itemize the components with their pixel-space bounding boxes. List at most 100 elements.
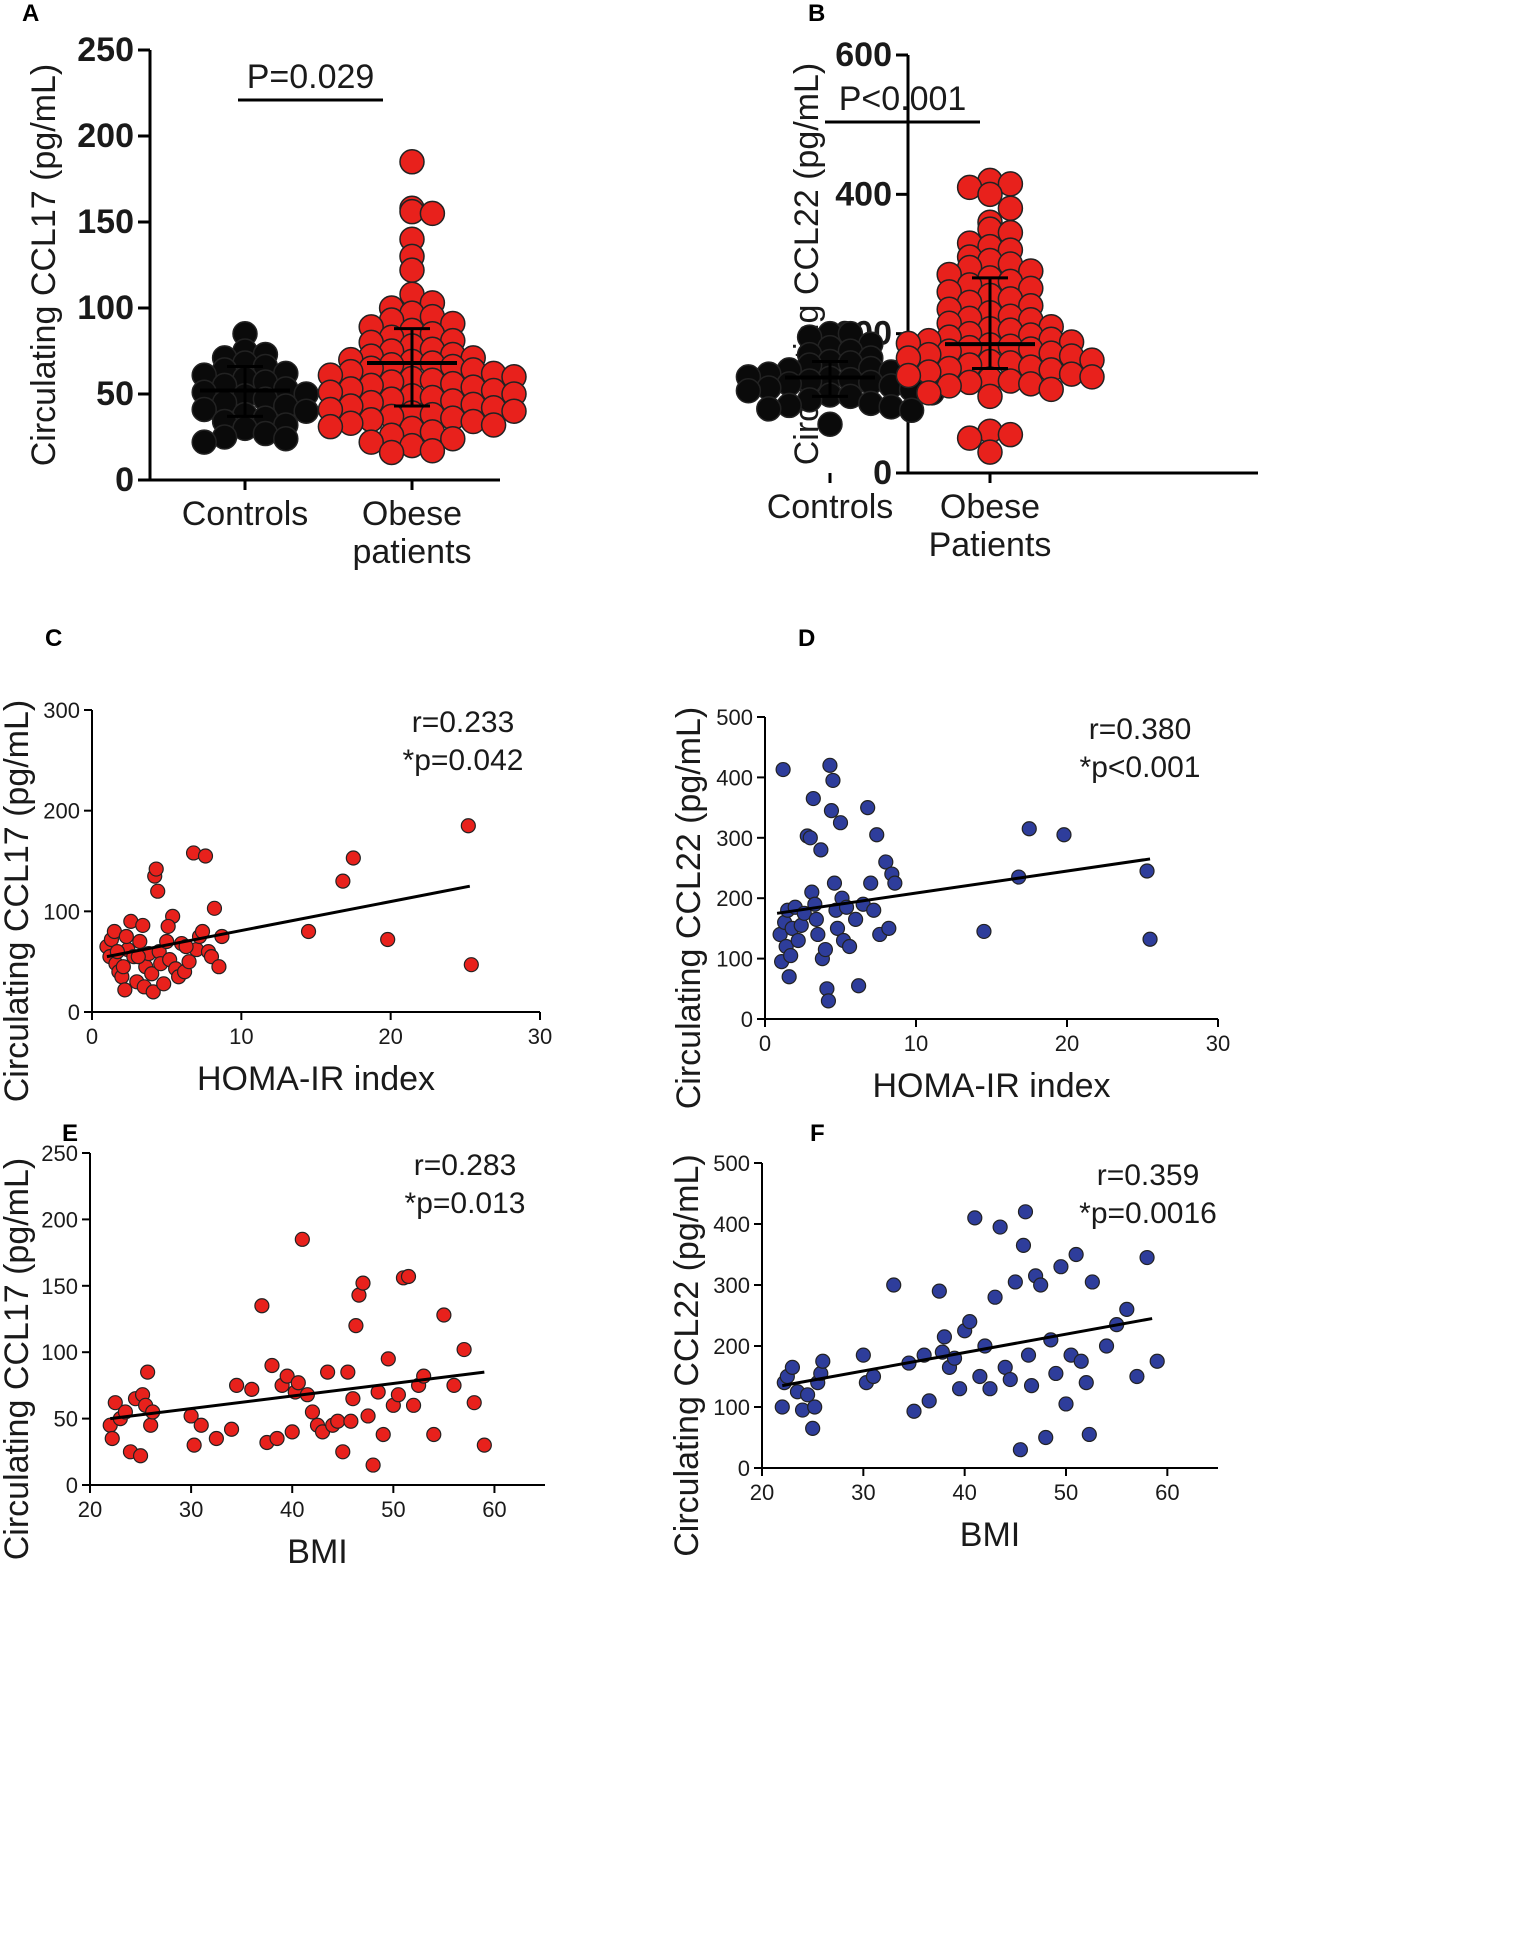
data-point <box>463 957 479 973</box>
data-point <box>802 830 818 846</box>
y-tick-label: 200 <box>41 1207 78 1232</box>
data-point <box>886 1277 902 1293</box>
data-point <box>1002 1371 1018 1388</box>
y-tick-label: 200 <box>713 1334 750 1359</box>
data-point <box>1149 1353 1165 1369</box>
y-tick-label: 150 <box>77 203 134 241</box>
data-point <box>906 1403 922 1419</box>
p-value-label: P=0.029 <box>247 58 375 96</box>
y-tick-label: 100 <box>716 947 753 972</box>
data-point <box>805 1420 821 1436</box>
data-point <box>952 1381 968 1397</box>
data-point <box>987 1289 1003 1305</box>
data-point <box>895 362 922 389</box>
panel-d: D 0 100 200 300 400 500 0 10 20 30 HOMA-IR index Ci… <box>670 625 1536 1109</box>
y-tick-label: 250 <box>41 1141 78 1166</box>
data-point <box>1023 1378 1040 1394</box>
data-point <box>203 949 220 965</box>
data-point <box>866 902 882 918</box>
data-point <box>317 413 344 440</box>
data-point <box>1038 376 1064 403</box>
x-axis-label: BMI <box>287 1533 347 1571</box>
data-point <box>1056 827 1072 843</box>
data-point <box>1033 1277 1049 1293</box>
data-point <box>399 149 425 175</box>
data-point <box>1078 1375 1094 1391</box>
data-point <box>107 1395 123 1411</box>
data-point <box>456 1341 472 1358</box>
data-point <box>1098 1338 1115 1354</box>
chart-a: 0 50 100 150 200 250 Circulating CCL17 (pg/mL)… <box>25 31 527 571</box>
panel-label-e: E <box>62 1120 79 1147</box>
x-tick-label: 40 <box>952 1480 976 1505</box>
y-tick-label: 300 <box>716 826 753 851</box>
data-point <box>191 396 217 423</box>
data-point <box>294 1231 310 1247</box>
data-point <box>380 931 396 948</box>
data-point <box>799 1387 816 1403</box>
data-point <box>480 412 507 438</box>
data-point <box>419 438 446 464</box>
data-point <box>829 920 846 936</box>
data-point <box>375 1426 391 1443</box>
y-tick-label: 300 <box>43 698 80 723</box>
data-point <box>144 966 160 982</box>
data-point <box>229 1377 245 1393</box>
data-point <box>997 421 1024 448</box>
x-tick-label: 20 <box>1055 1031 1079 1056</box>
data-point <box>781 969 797 985</box>
data-point <box>992 1219 1008 1235</box>
chart-c: 0 100 200 300 0 10 20 30 HOMA-IR index Circulatin… <box>0 698 552 1102</box>
category-label: Controls <box>767 488 894 526</box>
data-point <box>143 1417 159 1433</box>
data-point <box>1142 931 1158 947</box>
data-point <box>348 1318 364 1334</box>
data-point <box>343 1413 359 1429</box>
data-point <box>269 1430 285 1447</box>
y-tick-label: 200 <box>43 799 80 824</box>
data-point <box>1053 1259 1069 1275</box>
data-point <box>330 1413 346 1429</box>
data-point <box>977 383 1003 410</box>
x-axis-label: HOMA-IR index <box>197 1060 435 1098</box>
data-point <box>360 1408 376 1424</box>
data-point <box>817 941 834 958</box>
data-point <box>784 1359 800 1375</box>
data-point <box>335 873 351 889</box>
data-point <box>206 900 223 916</box>
correlation-p: *p=0.0016 <box>1079 1197 1217 1230</box>
data-point <box>1081 1426 1097 1443</box>
panel-c: C 0 100 200 300 0 10 20 30 HOMA-IR index Circulat… <box>0 625 768 1105</box>
data-point <box>501 398 527 424</box>
correlation-r: r=0.359 <box>1097 1159 1200 1192</box>
data-point <box>972 1368 988 1385</box>
x-tick-label: 0 <box>759 1031 771 1056</box>
y-axis-label: Circulating CCL22 (pg/mL) <box>670 707 708 1110</box>
x-axis-label: BMI <box>960 1516 1020 1554</box>
data-point <box>977 439 1003 465</box>
data-point <box>977 181 1003 208</box>
data-point <box>860 800 876 816</box>
panel-label-d: D <box>798 625 816 652</box>
x-axis-label: HOMA-IR index <box>872 1067 1110 1105</box>
data-point <box>825 772 841 789</box>
data-point <box>390 1387 406 1403</box>
data-point <box>320 1364 336 1380</box>
data-point <box>181 954 197 970</box>
data-point <box>208 1430 224 1447</box>
chart-f: 0 100 200 300 400 500 20 30 40 50 60 BMI Circulating… <box>668 1151 1218 1557</box>
data-point <box>783 947 799 964</box>
y-tick-label: 600 <box>835 36 892 74</box>
y-tick-label: 500 <box>716 705 753 730</box>
data-point <box>1068 1246 1084 1263</box>
data-point <box>117 982 133 998</box>
data-point <box>264 1357 280 1374</box>
data-point <box>1015 1237 1032 1253</box>
data-point <box>140 1364 156 1380</box>
data-point <box>400 1268 417 1285</box>
regression-line <box>106 884 471 959</box>
data-point <box>815 1353 831 1369</box>
y-axis-label: Circulating CCL17 (pg/mL) <box>25 64 63 467</box>
data-point <box>805 790 821 807</box>
data-point <box>186 1437 202 1453</box>
